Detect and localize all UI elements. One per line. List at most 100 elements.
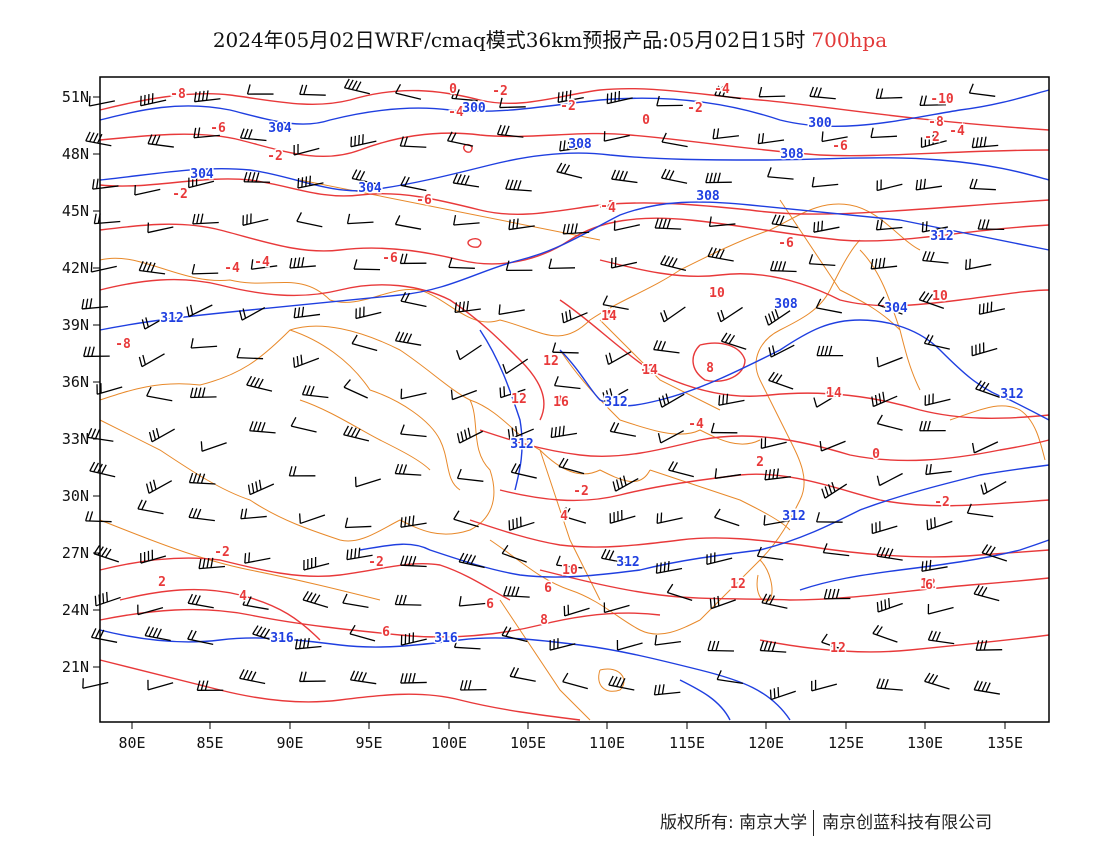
temp-contour-16: [119, 588, 321, 641]
temperature-contour-label: 4: [826, 385, 834, 400]
wind-barb: [658, 393, 685, 408]
wind-barb: [192, 213, 219, 225]
temp-contour-9: [499, 473, 1050, 507]
wind-barb: [919, 95, 947, 107]
axis-layer: 80E 85E 90E 95E 100E 105E 110E 115E 120E 125E 130E…: [62, 88, 1023, 752]
temperature-contour-label: -2: [214, 545, 230, 560]
india-line: [99, 519, 381, 601]
interior-line-3: [539, 449, 601, 601]
wind-barb: [771, 214, 798, 229]
wind-barb: [816, 512, 843, 523]
temperature-contour-label: -4: [224, 261, 240, 276]
lon-tick-label: 90E: [276, 734, 303, 752]
height-contour-label: 304: [268, 121, 292, 136]
temperature-contour-label: -4: [949, 124, 965, 139]
wind-barb: [562, 223, 590, 235]
wind-barb: [870, 127, 898, 139]
wind-barb: [558, 457, 585, 475]
wind-barb: [654, 218, 682, 230]
temperature-contour-label: -2: [560, 99, 576, 114]
wind-barb: [714, 508, 740, 527]
wind-barb: [342, 593, 369, 609]
wind-barb: [809, 86, 836, 100]
wind-barb: [608, 675, 635, 691]
wind-barb: [196, 680, 224, 691]
lat-tick-label: 42N: [62, 259, 89, 277]
temperature-contour-label: -2: [512, 393, 528, 408]
temperature-contour-label: 4: [608, 201, 616, 216]
wind-barb: [561, 309, 588, 324]
height-contour-label: 304: [884, 301, 908, 316]
temperature-contour-label: 10: [709, 286, 725, 301]
temperature-contour-label: -6: [778, 236, 794, 251]
lat-tick-label: 48N: [62, 145, 89, 163]
wind-barb: [298, 513, 326, 525]
wind-barb: [448, 257, 475, 269]
temperature-contour-label: -8: [170, 87, 186, 102]
temp-contour-12: [539, 569, 1050, 601]
wind-barb: [918, 291, 945, 310]
temp-closed-3: [467, 238, 482, 248]
temp-contour-14: [759, 634, 1050, 653]
wind-barb: [400, 291, 427, 308]
wind-barb: [292, 354, 320, 369]
wind-barb: [602, 295, 629, 310]
wind-barb: [975, 380, 1001, 399]
wind-barb: [453, 510, 479, 528]
wind-barb: [764, 308, 791, 326]
copyright-right: 南京创蓝科技有限公司: [822, 813, 993, 833]
wind-barb: [716, 670, 744, 685]
temp-contour-3: [99, 178, 1050, 215]
wind-barb: [600, 548, 628, 564]
wind-barb: [394, 594, 422, 606]
south-border: [489, 539, 701, 635]
temperature-contour-label: -8: [928, 115, 944, 130]
wind-barb: [350, 134, 377, 148]
wind-barb: [971, 441, 999, 454]
wind-barb: [188, 472, 216, 485]
wind-barb: [247, 479, 275, 496]
wind-barb: [510, 463, 537, 479]
wind-barb: [707, 640, 734, 652]
wind-barb: [709, 595, 736, 610]
wind-barb: [660, 255, 687, 272]
wind-barb: [138, 260, 166, 275]
temperature-contour-label: -2: [573, 484, 589, 499]
wind-barb: [769, 687, 796, 701]
wind-barb: [349, 624, 376, 642]
wind-barb: [808, 254, 836, 266]
wind-barb: [246, 84, 274, 95]
wind-barb: [603, 602, 630, 614]
height-contour-label: 300: [462, 101, 486, 116]
wind-barb: [299, 671, 326, 683]
wind-barb: [400, 515, 427, 528]
wind-barb: [811, 176, 839, 188]
wind-barb: [296, 212, 323, 228]
wind-barb: [653, 684, 681, 696]
wind-barb: [705, 172, 732, 184]
height-contour-label: 308: [780, 147, 804, 162]
lon-tick-label: 115E: [669, 734, 705, 752]
wind-barb: [138, 353, 165, 368]
temperature-contour-label: -2: [267, 149, 283, 164]
temp-contour-15: [99, 659, 581, 721]
wind-barb: [553, 376, 581, 390]
height-contour-label: 312: [160, 311, 183, 326]
height-contour-312b: [359, 464, 1050, 578]
interior-line-2: [649, 469, 791, 531]
wind-barb: [668, 461, 694, 478]
wind-barb: [605, 351, 632, 365]
wind-barb: [768, 344, 795, 358]
temperature-contour-label: 4: [239, 589, 247, 604]
wind-barb: [555, 555, 583, 569]
wind-barb: [661, 132, 688, 148]
lon-tick-label: 95E: [355, 734, 382, 752]
wind-barb: [242, 213, 269, 226]
lon-tick-label: 80E: [118, 734, 145, 752]
temperature-contour-label: 0: [449, 82, 457, 97]
copyright-footer: 版权所有: 南京大学 南京创蓝科技有限公司: [660, 808, 992, 836]
wind-barb: [966, 503, 994, 518]
lat-tick-label: 27N: [62, 544, 89, 562]
wind-barb: [148, 428, 175, 443]
wind-barb: [346, 213, 374, 225]
